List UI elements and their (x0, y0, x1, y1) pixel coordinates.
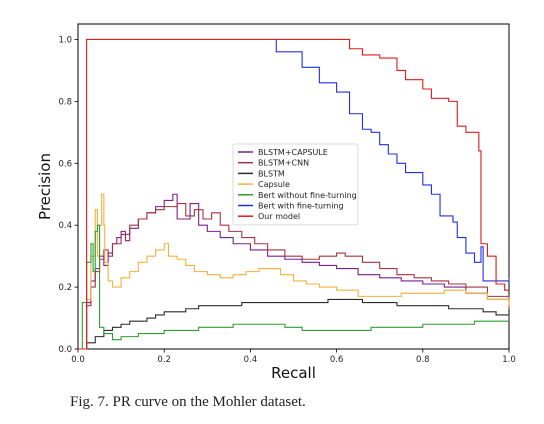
y-tick-label: 0.4 (58, 221, 72, 231)
chart-axes (77, 23, 510, 350)
y-tick-label: 1.0 (58, 35, 72, 45)
legend-entry: BLSTM+CNN (258, 159, 309, 168)
series-line-blstm-cnn (78, 202, 510, 350)
series-line-blstm (78, 298, 510, 350)
chart-series (78, 38, 510, 350)
y-tick-label: 0.0 (58, 345, 72, 355)
x-tick-label: 0.4 (244, 355, 258, 365)
legend-entry: BLSTM+CAPSULE (258, 148, 328, 157)
x-tick-label: 0.8 (416, 355, 430, 365)
x-tick-label: 1.0 (502, 355, 516, 365)
series-line-capsule (78, 193, 510, 350)
legend-entry: Bert with fine-turning (258, 202, 344, 211)
legend-entry: Bert without fine-turning (258, 191, 357, 200)
plot-frame (77, 23, 510, 350)
y-tick-label: 0.8 (58, 97, 72, 107)
legend-entry: BLSTM (258, 169, 285, 178)
figure-caption: Fig. 7. PR curve on the Mohler dataset. (70, 394, 306, 410)
series-line-bert-with-fine-turning (274, 38, 510, 282)
legend-entry: Capsule (258, 180, 290, 189)
y-tick-label: 0.2 (58, 283, 72, 293)
x-axis-label: Recall (271, 364, 316, 382)
legend-entry: Our model (258, 212, 300, 221)
y-axis-label: Precision (36, 153, 54, 220)
x-tick-label: 0.2 (157, 355, 171, 365)
x-tick-label: 0.6 (330, 355, 344, 365)
series-line-bert-without-fine-turning (78, 224, 509, 350)
y-tick-label: 0.6 (58, 159, 72, 169)
series-line-our-model (78, 38, 509, 350)
tick-labels: 0.0 0.2 0.4 0.6 0.8 1.0 0.0 0.2 0.4 0.6 0.8 1.0 (58, 35, 515, 365)
legend-box (232, 143, 359, 226)
x-tick-label: 0.0 (71, 355, 85, 365)
